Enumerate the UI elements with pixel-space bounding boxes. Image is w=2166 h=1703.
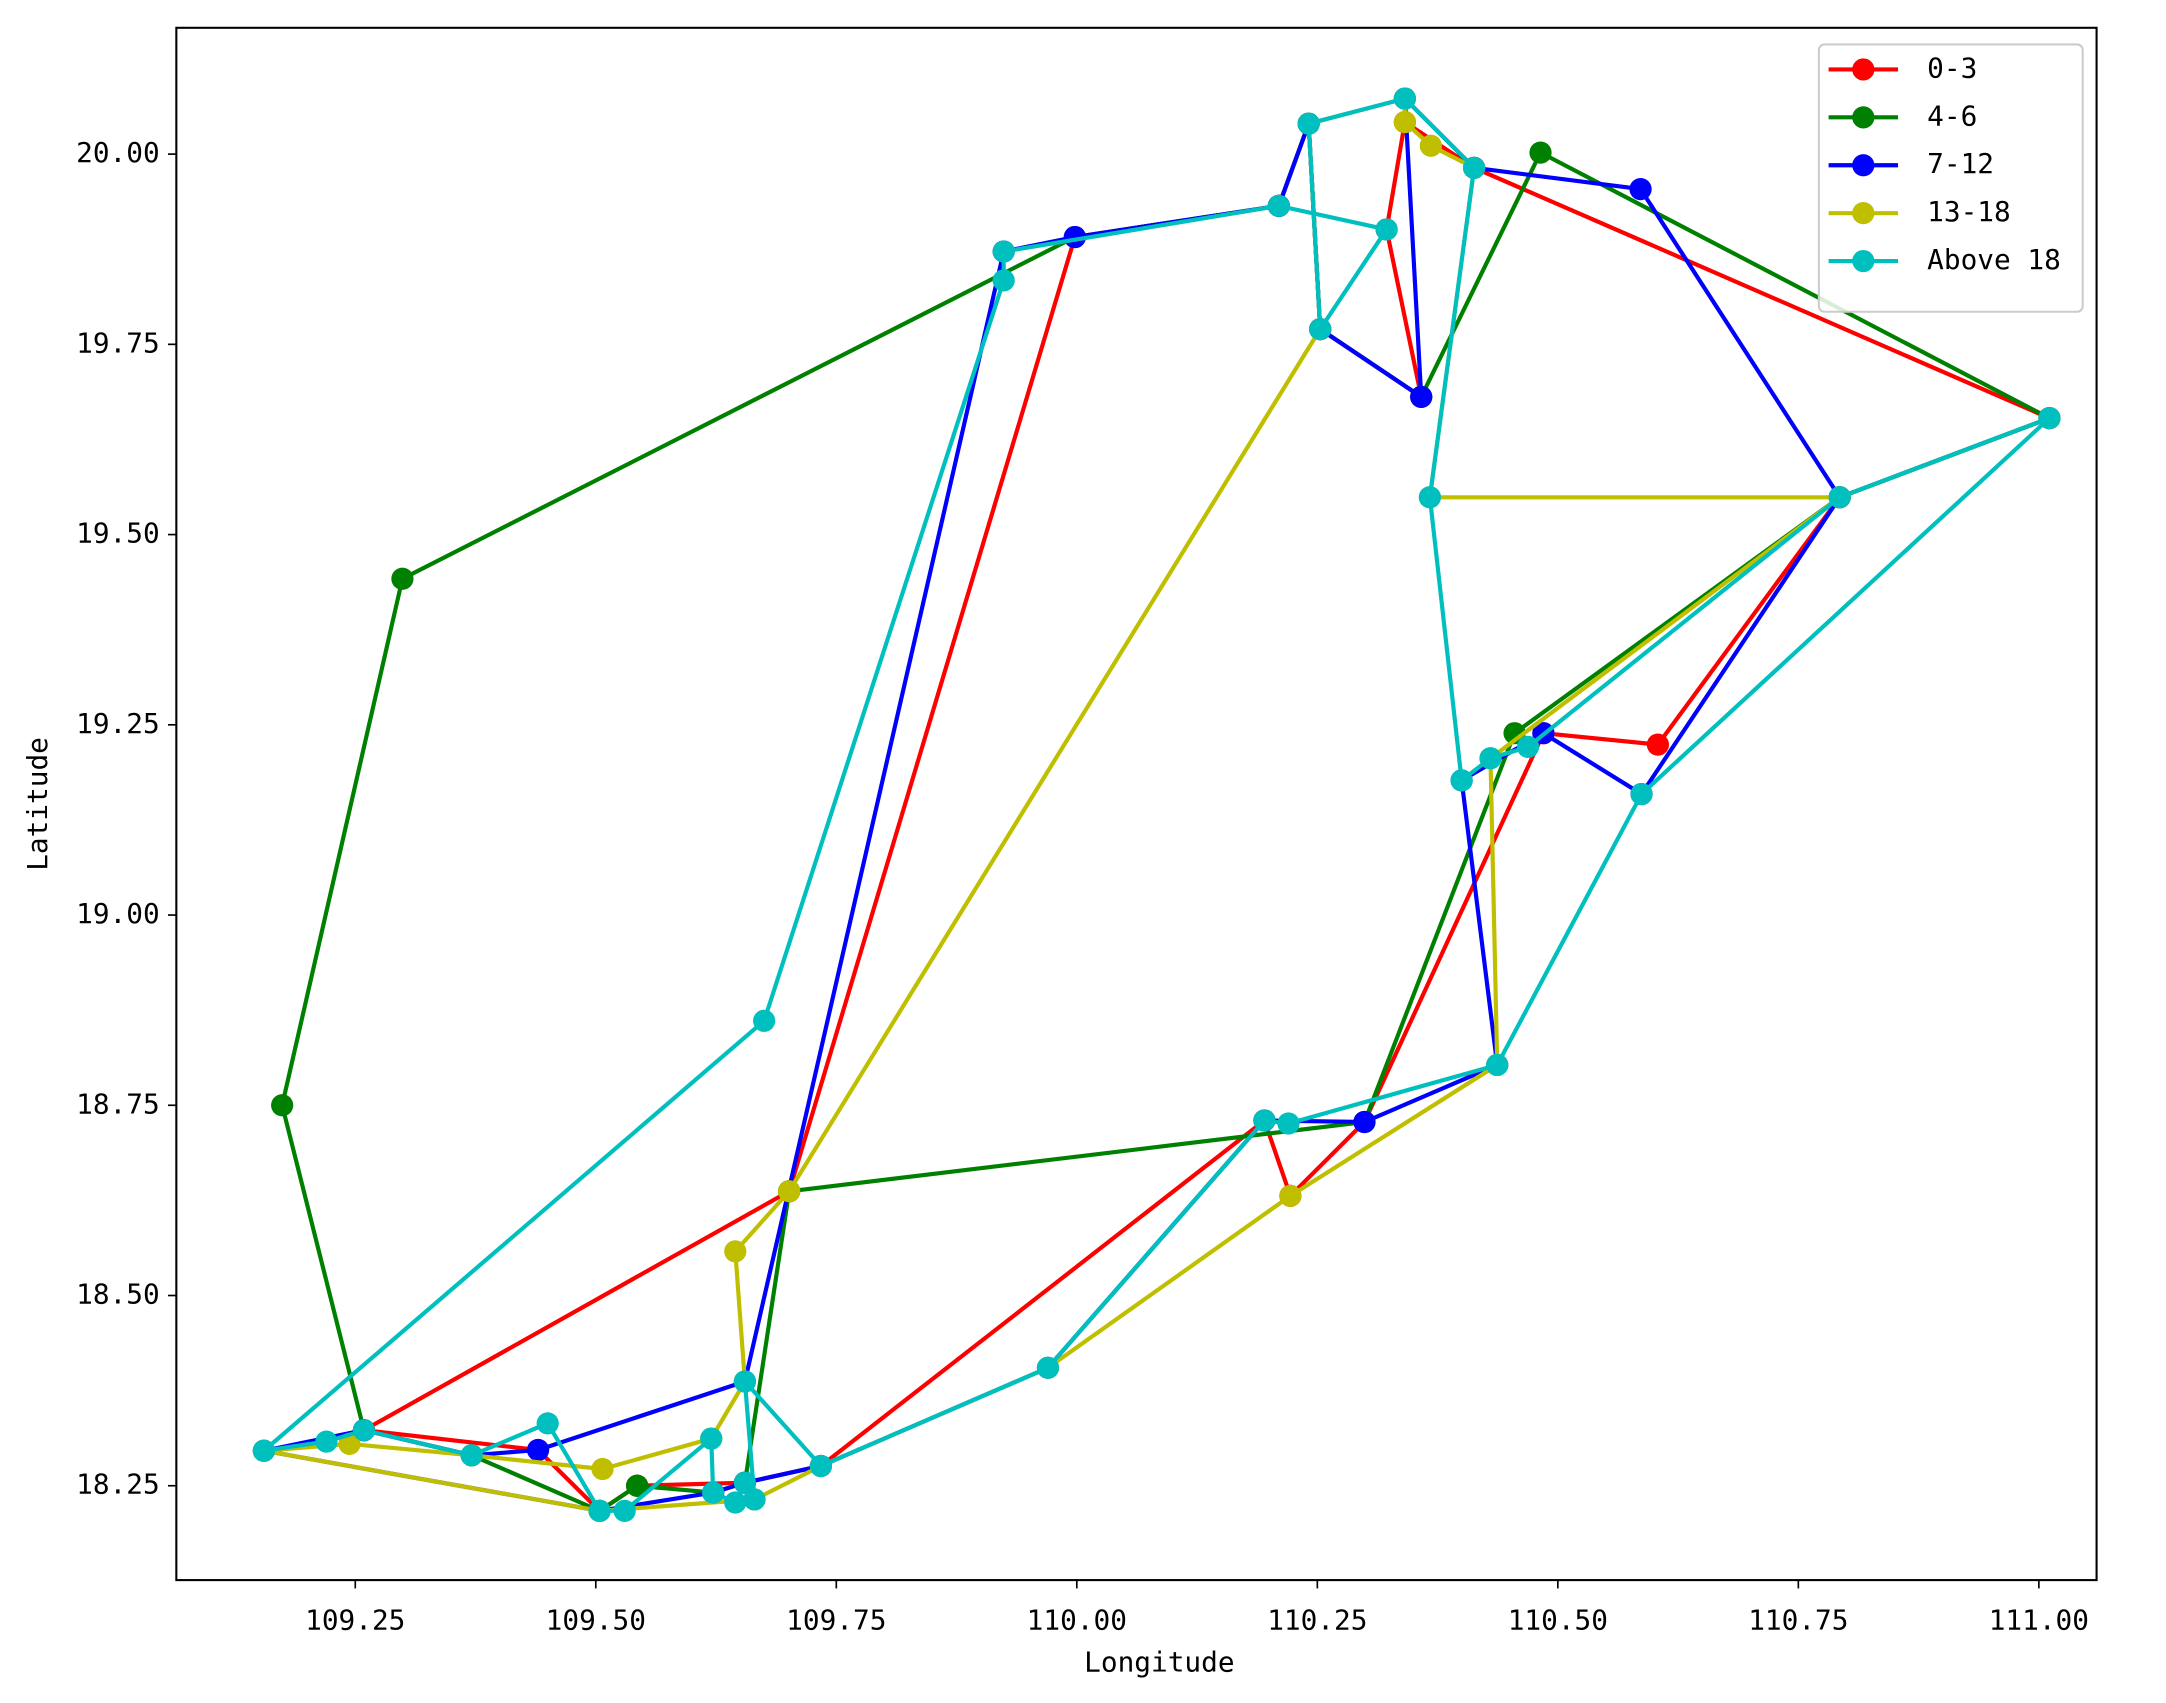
point bbox=[724, 1491, 747, 1514]
point bbox=[315, 1430, 338, 1453]
point bbox=[1828, 486, 1851, 509]
point bbox=[1393, 87, 1416, 110]
point bbox=[613, 1499, 636, 1522]
point bbox=[1253, 1109, 1276, 1132]
x-tick-label: 111.00 bbox=[1989, 1604, 2089, 1637]
point bbox=[1393, 111, 1416, 134]
plot-area bbox=[252, 87, 2061, 1522]
point bbox=[1463, 156, 1486, 179]
point bbox=[1309, 318, 1332, 341]
point bbox=[1529, 141, 1552, 164]
point bbox=[733, 1370, 757, 1393]
x-tick-label: 109.25 bbox=[305, 1604, 405, 1637]
point bbox=[2038, 407, 2061, 430]
point bbox=[702, 1481, 725, 1504]
legend-box bbox=[1817, 43, 2084, 313]
point bbox=[992, 240, 1015, 263]
point bbox=[1267, 194, 1290, 217]
legend-label: 0-3 bbox=[1927, 51, 1977, 84]
legend-label: 7-12 bbox=[1927, 147, 1994, 180]
x-tick-label: 110.50 bbox=[1508, 1604, 1608, 1637]
point bbox=[724, 1240, 747, 1263]
legend-marker bbox=[1852, 58, 1875, 81]
axes-frame bbox=[175, 26, 2098, 1582]
point bbox=[1419, 134, 1442, 157]
y-tick-label: 19.50 bbox=[76, 517, 160, 550]
point bbox=[526, 1438, 550, 1462]
point bbox=[992, 269, 1015, 292]
point bbox=[753, 1009, 776, 1032]
point bbox=[700, 1427, 723, 1450]
point bbox=[271, 1094, 294, 1117]
x-tick-label: 110.75 bbox=[1748, 1604, 1848, 1637]
x-tick-label: 110.00 bbox=[1027, 1604, 1127, 1637]
y-tick-label: 20.00 bbox=[76, 136, 160, 169]
y-tick-label: 18.75 bbox=[76, 1087, 160, 1120]
point bbox=[1277, 1112, 1300, 1135]
x-axis-label: Longitude bbox=[1084, 1645, 1234, 1678]
legend-marker bbox=[1852, 106, 1875, 129]
point bbox=[252, 1439, 275, 1462]
point bbox=[1479, 747, 1502, 770]
point bbox=[809, 1454, 833, 1478]
point bbox=[1629, 178, 1652, 201]
point bbox=[588, 1499, 611, 1522]
y-tick-label: 19.75 bbox=[76, 326, 160, 359]
x-tick-label: 110.25 bbox=[1267, 1604, 1367, 1637]
point bbox=[1353, 1110, 1376, 1134]
point bbox=[1450, 769, 1473, 792]
point bbox=[391, 567, 414, 590]
legend-label: 13-18 bbox=[1927, 195, 2011, 228]
point bbox=[1516, 735, 1540, 758]
legend-label: Above 18 bbox=[1927, 243, 2061, 276]
point bbox=[1410, 385, 1433, 408]
legend-marker bbox=[1852, 249, 1875, 273]
point bbox=[733, 1471, 757, 1494]
y-tick-label: 19.25 bbox=[76, 707, 160, 740]
point bbox=[626, 1474, 649, 1497]
point bbox=[1646, 733, 1669, 756]
y-tick-label: 19.00 bbox=[76, 897, 160, 930]
x-tick-label: 109.50 bbox=[546, 1604, 646, 1637]
point bbox=[778, 1180, 801, 1203]
point bbox=[591, 1457, 614, 1481]
y-tick-label: 18.50 bbox=[76, 1278, 160, 1311]
point bbox=[352, 1419, 376, 1442]
y-axis-label: Latitude bbox=[21, 737, 54, 871]
point bbox=[1279, 1184, 1302, 1207]
point bbox=[1297, 112, 1320, 135]
legend-marker bbox=[1852, 154, 1875, 177]
point bbox=[1630, 782, 1653, 806]
point bbox=[1418, 486, 1441, 509]
x-tick-label: 109.75 bbox=[786, 1604, 886, 1637]
point bbox=[460, 1444, 483, 1467]
y-tick-label: 18.25 bbox=[76, 1468, 160, 1501]
point bbox=[536, 1412, 559, 1435]
legend-label: 4-6 bbox=[1927, 99, 1977, 132]
point bbox=[1036, 1356, 1060, 1379]
legend-marker bbox=[1852, 202, 1875, 225]
point bbox=[1486, 1053, 1509, 1077]
point bbox=[1375, 218, 1398, 241]
point bbox=[743, 1488, 766, 1511]
legend: 0-3 4-6 7-12 13-18 Above 18 bbox=[1817, 43, 2084, 313]
